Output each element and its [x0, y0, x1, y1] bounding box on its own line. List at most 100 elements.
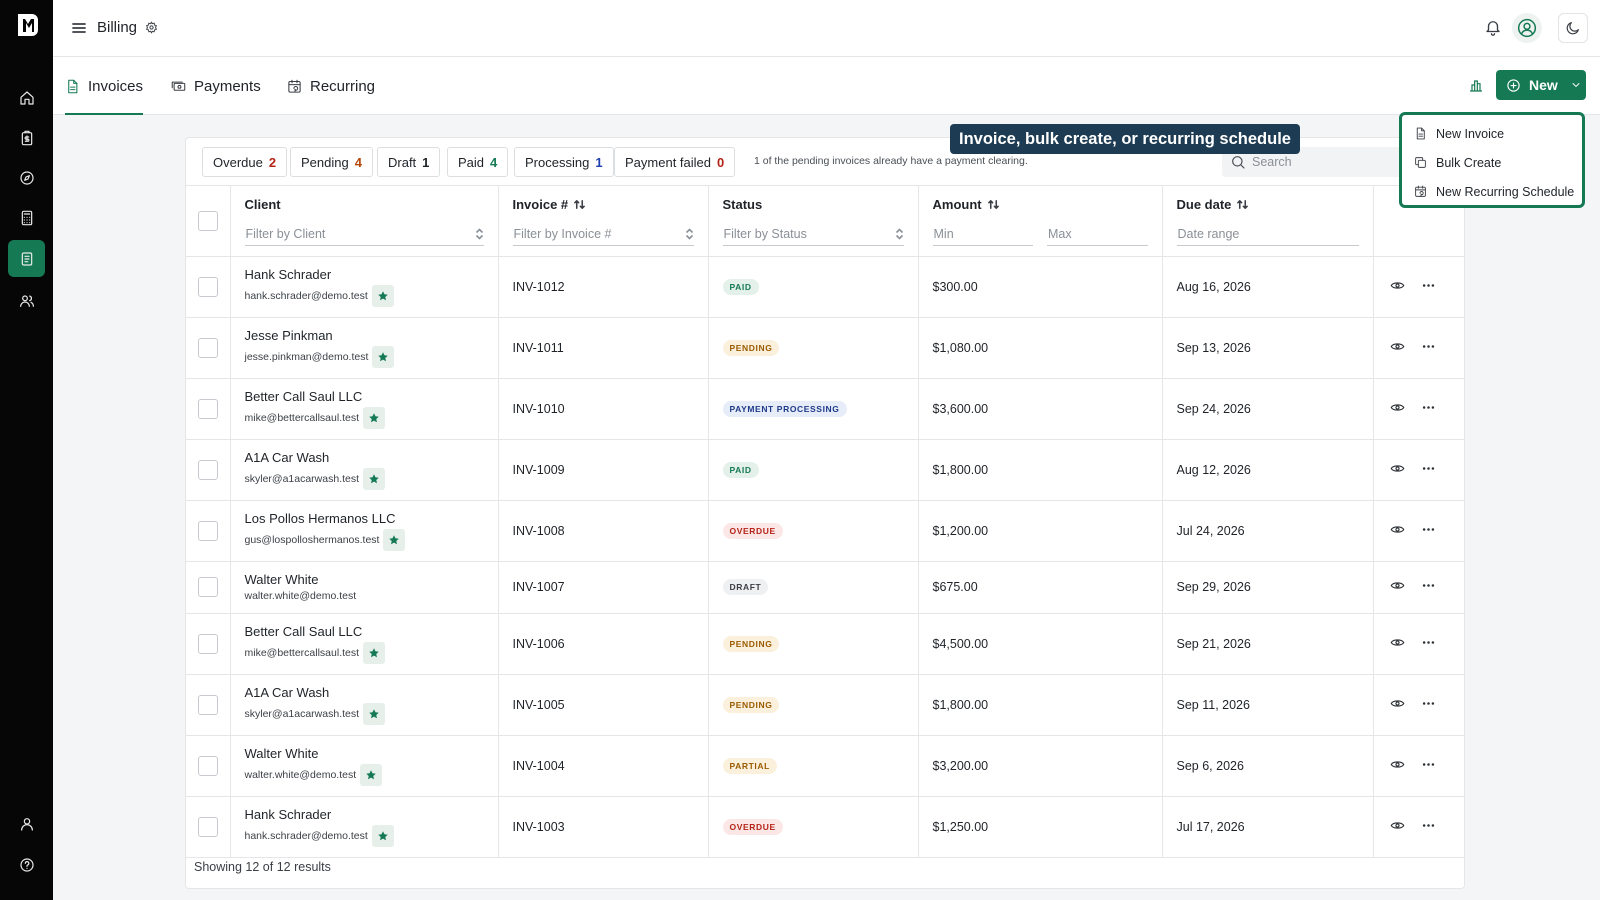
row-checkbox[interactable]: [197, 520, 218, 541]
amount-max-input[interactable]: Max: [1047, 222, 1148, 247]
favorite-star-icon[interactable]: [371, 284, 394, 307]
table-row[interactable]: Jesse Pinkman jesse.pinkman@demo.test INV-…: [186, 317, 1464, 379]
favorite-star-icon[interactable]: [363, 641, 386, 664]
view-eye-icon[interactable]: [1390, 339, 1405, 357]
invoice-filter-select[interactable]: Filter by Invoice #: [512, 222, 694, 247]
row-checkbox[interactable]: [197, 398, 218, 419]
row-checkbox[interactable]: [197, 459, 218, 480]
sort-due-date-button[interactable]: Due date: [1177, 197, 1359, 212]
invoice-number: INV-1009: [498, 439, 709, 501]
analytics-button[interactable]: [1468, 77, 1486, 95]
nav-calculator-icon[interactable]: [8, 199, 45, 236]
more-options-icon[interactable]: [1421, 339, 1436, 357]
nav-clipboard-dollar-icon[interactable]: [8, 119, 45, 156]
view-eye-icon[interactable]: [1390, 461, 1405, 479]
nav-help-icon[interactable]: [8, 846, 45, 883]
view-eye-icon[interactable]: [1390, 757, 1405, 775]
favorite-star-icon[interactable]: [371, 824, 394, 847]
results-count: Showing 12 of 12 results: [194, 860, 331, 874]
more-options-icon[interactable]: [1421, 400, 1436, 418]
view-eye-icon[interactable]: [1390, 696, 1405, 714]
client-filter-select[interactable]: Filter by Client: [244, 222, 484, 247]
theme-toggle-button[interactable]: [1558, 13, 1588, 43]
more-options-icon[interactable]: [1421, 278, 1436, 296]
table-row[interactable]: Hank Schrader hank.schrader@demo.test INV-…: [186, 796, 1464, 858]
status-filter-chip[interactable]: Payment failed 0: [614, 147, 736, 177]
more-options-icon[interactable]: [1421, 696, 1436, 714]
chip-label: Payment failed: [625, 154, 711, 170]
nav-compass-icon[interactable]: [8, 159, 45, 196]
favorite-star-icon[interactable]: [363, 702, 386, 725]
view-eye-icon[interactable]: [1390, 522, 1405, 540]
sort-invoice-button[interactable]: Invoice #: [513, 197, 694, 212]
app-logo-icon[interactable]: [14, 12, 40, 38]
view-eye-icon[interactable]: [1390, 400, 1405, 418]
new-button[interactable]: New: [1496, 70, 1586, 100]
hamburger-menu-icon[interactable]: [71, 20, 87, 36]
view-eye-icon[interactable]: [1390, 578, 1405, 596]
more-options-icon[interactable]: [1421, 522, 1436, 540]
nav-invoices-icon[interactable]: [8, 240, 45, 277]
client-name: Los Pollos Hermanos LLC: [244, 510, 396, 526]
favorite-star-icon[interactable]: [363, 406, 386, 429]
table-row[interactable]: Walter White walter.white@demo.test INV-10…: [186, 561, 1464, 614]
nav-users-icon[interactable]: [8, 282, 45, 319]
select-all-checkbox[interactable]: [197, 210, 218, 231]
pending-payment-note: 1 of the pending invoices already have a…: [754, 155, 1028, 167]
status-filter-chip[interactable]: Overdue 2: [202, 147, 288, 177]
menu-item-new-recurring-schedule[interactable]: New Recurring Schedule: [1402, 177, 1582, 206]
table-row[interactable]: Better Call Saul LLC mike@bettercallsaul.…: [186, 613, 1464, 675]
calendar-repeat-icon: [288, 79, 301, 93]
row-checkbox[interactable]: [197, 816, 218, 837]
more-options-icon[interactable]: [1421, 461, 1436, 479]
row-checkbox[interactable]: [197, 755, 218, 776]
status-filter-select[interactable]: Filter by Status: [722, 222, 904, 247]
invoice-number: INV-1011: [498, 317, 709, 379]
more-options-icon[interactable]: [1421, 578, 1436, 596]
status-filter-chip[interactable]: Pending 4: [290, 147, 373, 177]
user-circle-icon: [1517, 18, 1537, 38]
nav-home-icon[interactable]: [8, 79, 45, 116]
favorite-star-icon[interactable]: [360, 763, 383, 786]
account-avatar[interactable]: [1512, 13, 1542, 43]
menu-item-new-invoice[interactable]: New Invoice: [1402, 119, 1582, 148]
table-row[interactable]: A1A Car Wash skyler@a1acarwash.test INV-10…: [186, 439, 1464, 501]
row-checkbox[interactable]: [197, 633, 218, 654]
table-row[interactable]: A1A Car Wash skyler@a1acarwash.test INV-10…: [186, 674, 1464, 736]
nav-profile-icon[interactable]: [8, 805, 45, 842]
client-email-line: hank.schrader@demo.test: [245, 284, 484, 307]
table-row[interactable]: Hank Schrader hank.schrader@demo.test INV-…: [186, 256, 1464, 318]
favorite-star-icon[interactable]: [363, 467, 386, 490]
table-row[interactable]: Better Call Saul LLC mike@bettercallsaul.…: [186, 378, 1464, 440]
menu-item-bulk-create[interactable]: Bulk Create: [1402, 148, 1582, 177]
row-checkbox[interactable]: [197, 694, 218, 715]
tab-payments[interactable]: Payments: [171, 57, 261, 115]
favorite-star-icon[interactable]: [372, 345, 395, 368]
chip-label: Overdue: [213, 154, 263, 170]
row-checkbox[interactable]: [197, 337, 218, 358]
more-options-icon[interactable]: [1421, 635, 1436, 653]
tab-invoices[interactable]: Invoices: [65, 57, 143, 115]
bell-icon[interactable]: [1484, 18, 1502, 36]
table-row[interactable]: Walter White walter.white@demo.test INV-10…: [186, 735, 1464, 797]
due-date: Jul 24, 2026: [1162, 500, 1374, 562]
tab-recurring[interactable]: Recurring: [287, 57, 375, 115]
row-checkbox[interactable]: [197, 577, 218, 597]
table-header-row: Client Filter by Client Invoice # Filter…: [186, 186, 1464, 257]
due-date-range-input[interactable]: Date range: [1176, 222, 1359, 247]
table-row[interactable]: Los Pollos Hermanos LLC gus@lospollosherm…: [186, 500, 1464, 562]
row-checkbox[interactable]: [197, 276, 218, 297]
view-eye-icon[interactable]: [1390, 278, 1405, 296]
amount-min-input[interactable]: Min: [932, 222, 1033, 247]
gear-icon[interactable]: [145, 21, 158, 34]
more-options-icon[interactable]: [1421, 818, 1436, 836]
billing-tabs: Invoices Payments Recurring New: [53, 57, 1600, 115]
status-filter-chip[interactable]: Draft 1: [377, 147, 441, 177]
status-filter-chip[interactable]: Paid 4: [447, 147, 509, 177]
more-options-icon[interactable]: [1421, 757, 1436, 775]
view-eye-icon[interactable]: [1390, 635, 1405, 653]
view-eye-icon[interactable]: [1390, 818, 1405, 836]
status-filter-chip[interactable]: Processing 1: [514, 147, 614, 177]
sort-amount-button[interactable]: Amount: [933, 197, 1148, 212]
favorite-star-icon[interactable]: [383, 528, 406, 551]
